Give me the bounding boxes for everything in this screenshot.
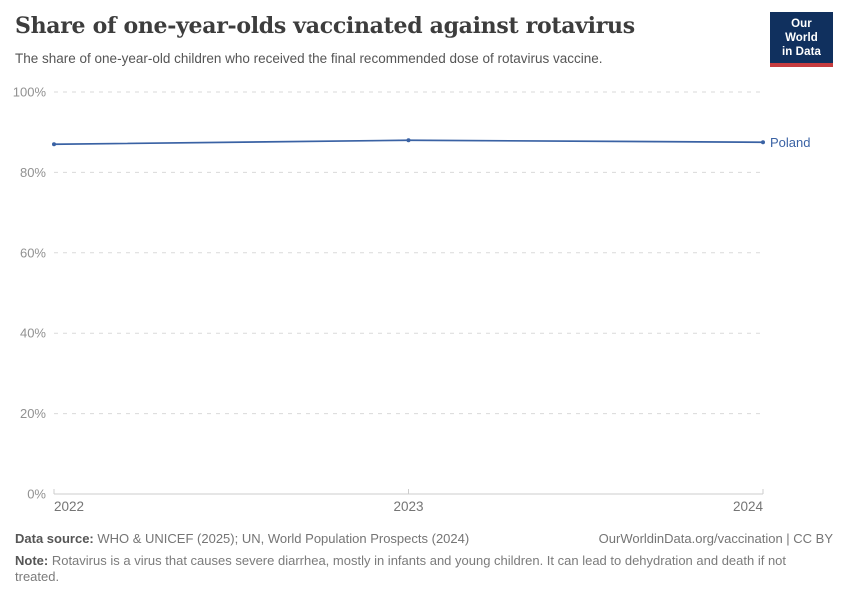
y-axis-tick-label: 20%: [20, 406, 46, 421]
y-axis-tick-label: 100%: [13, 85, 47, 100]
chart-footer: Data source: WHO & UNICEF (2025); UN, Wo…: [15, 531, 833, 586]
page-title: Share of one-year-olds vaccinated agains…: [15, 13, 635, 39]
line-chart-canvas: 0% 20% 40% 60% 80% 100% 2022 2023 2024 Poland: [13, 85, 811, 515]
x-axis-tick-label: 2022: [54, 499, 84, 514]
y-axis-tick-label: 60%: [20, 245, 46, 260]
data-point[interactable]: [406, 138, 411, 143]
footer-source-row: Data source: WHO & UNICEF (2025); UN, Wo…: [15, 531, 833, 547]
data-source-value: WHO & UNICEF (2025); UN, World Populatio…: [93, 531, 470, 546]
owid-logo[interactable]: Our World in Data: [770, 12, 833, 68]
owid-logo-line1: Our World: [785, 18, 818, 45]
note-label: Note:: [15, 552, 49, 568]
x-axis-tick-label: 2024: [733, 499, 764, 514]
data-source-text: Data source: WHO & UNICEF (2025); UN, Wo…: [15, 531, 469, 547]
y-axis-tick-label: 40%: [20, 326, 46, 341]
owid-logo-line2: in Data: [781, 46, 822, 59]
page-subtitle: The share of one-year-old children who r…: [15, 51, 603, 66]
y-axis-tick-label: 80%: [20, 165, 46, 180]
data-source-label: Data source:: [15, 531, 94, 546]
chart-note: Note: Rotavirus is a virus that causes s…: [15, 553, 797, 586]
x-axis-tick-label: 2023: [393, 499, 423, 514]
note-text: Rotavirus is a virus that causes severe …: [15, 552, 787, 585]
owid-citation-link[interactable]: OurWorldinData.org/vaccination | CC BY: [598, 531, 833, 546]
data-point[interactable]: [52, 142, 56, 147]
entity-label[interactable]: Poland: [770, 135, 810, 150]
data-point[interactable]: [761, 140, 765, 145]
y-axis-tick-label: 0%: [27, 487, 46, 502]
